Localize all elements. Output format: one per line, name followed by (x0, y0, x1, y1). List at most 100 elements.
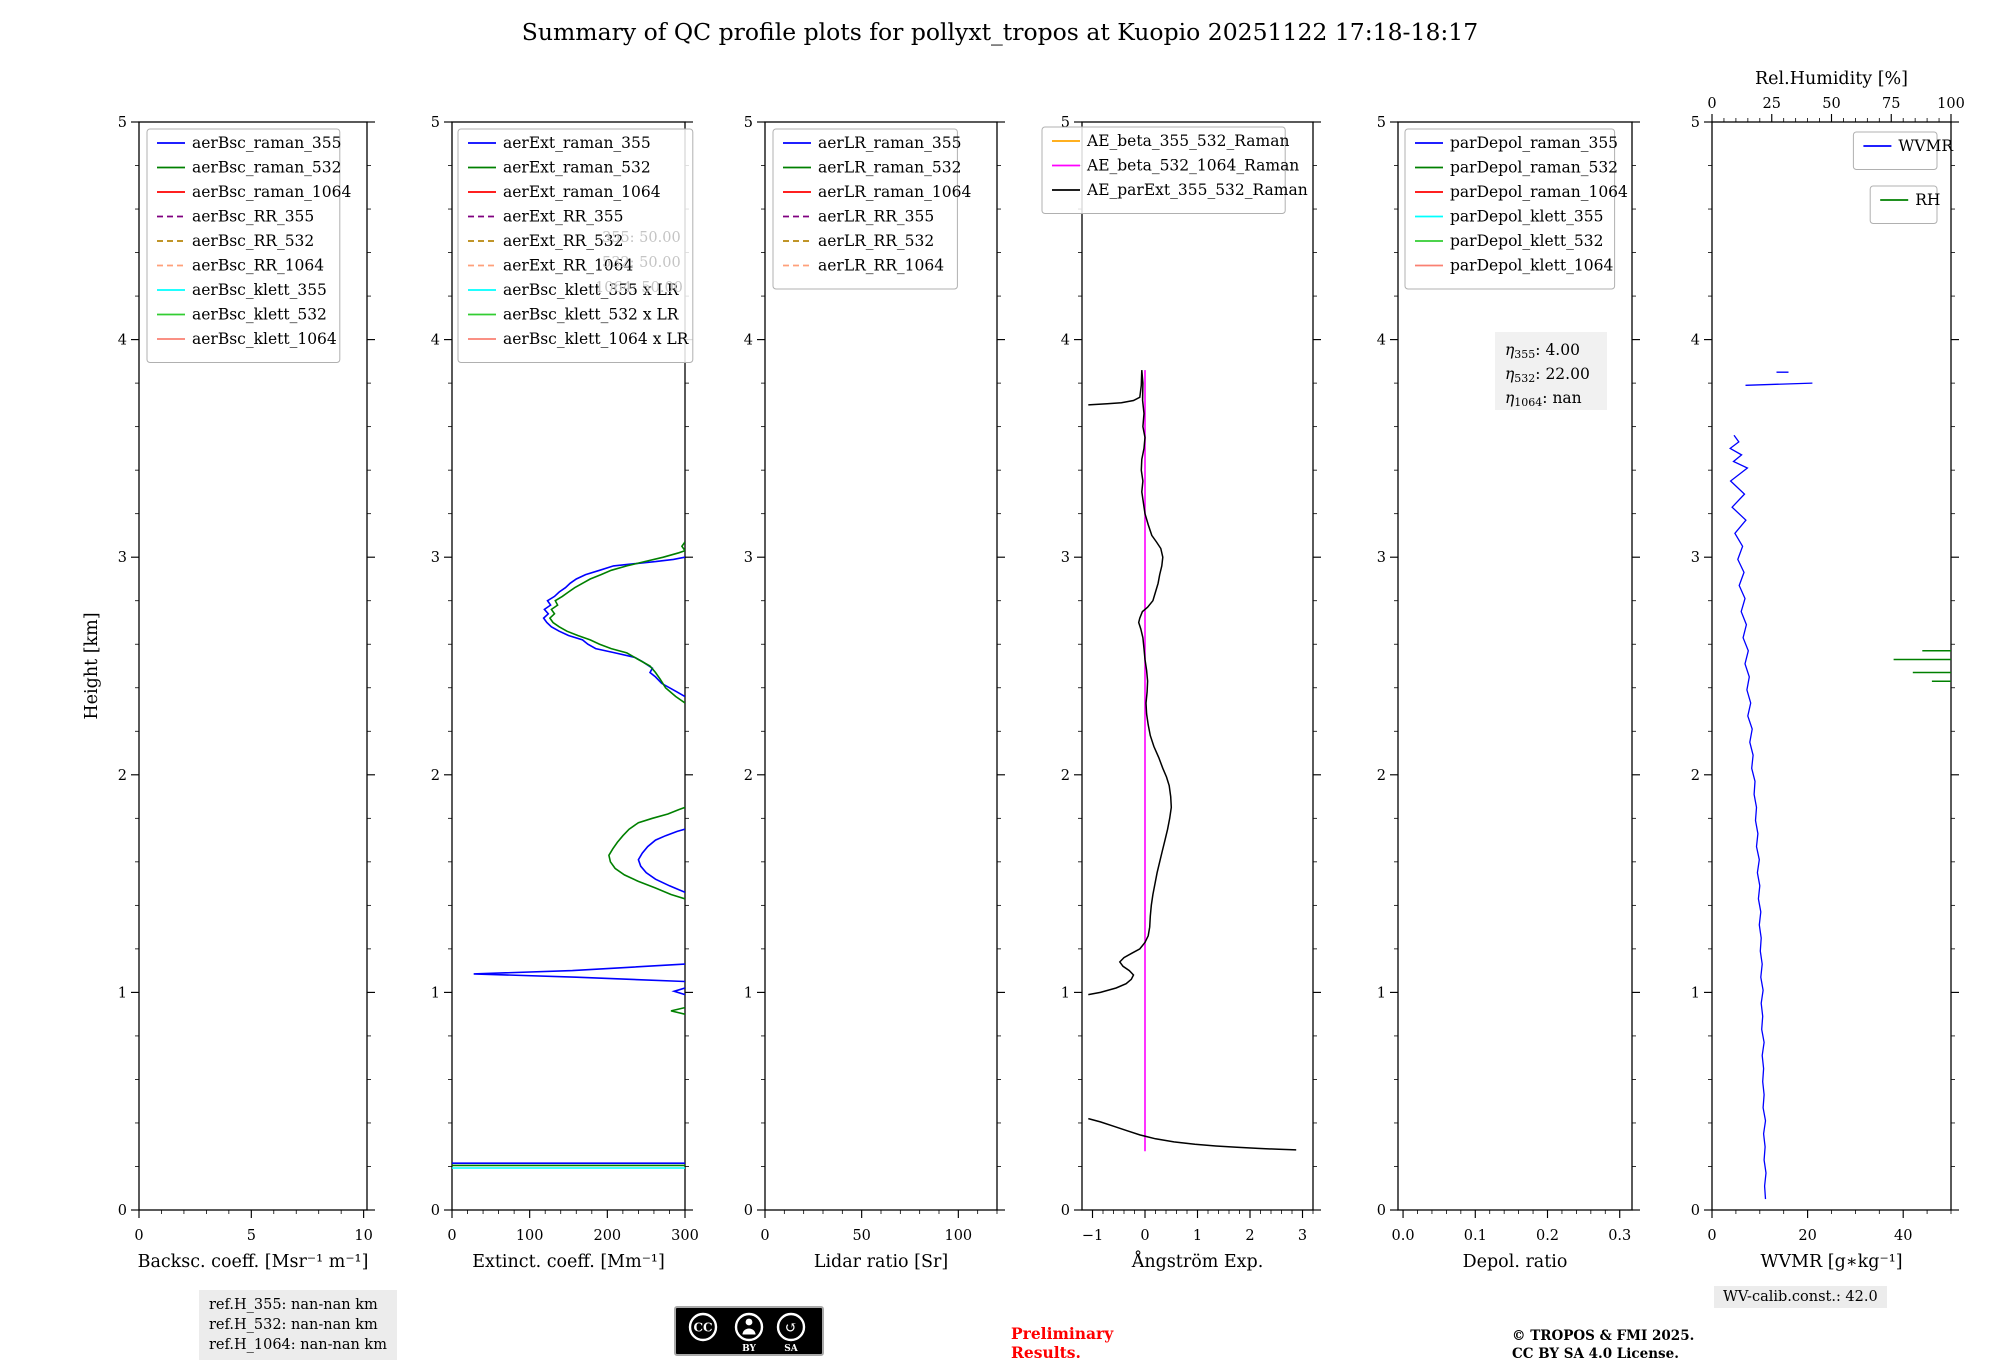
svg-text:0.2: 0.2 (1536, 1228, 1559, 1244)
legend-box (1404, 128, 1616, 290)
axes-frame (451, 121, 686, 1211)
legend-box (1852, 131, 1938, 170)
svg-text:5: 5 (431, 115, 440, 131)
legend-label: aerBsc_klett_532 (192, 306, 327, 324)
axes-frame (1711, 121, 1952, 1211)
legend-label: aerBsc_RR_532 (192, 232, 314, 250)
svg-text:5: 5 (744, 115, 753, 131)
svg-text:0: 0 (1140, 1228, 1149, 1244)
legend-label: aerBsc_RR_1064 (192, 257, 324, 275)
legend-label: aerExt_RR_532 (503, 232, 624, 250)
share-alike-arrow-icon: ↺ (785, 1319, 798, 1337)
person-body-icon (742, 1328, 756, 1335)
legend-label: aerBsc_raman_532 (192, 159, 342, 177)
svg-text:1: 1 (431, 985, 440, 1001)
legend-label: WVMR (1898, 137, 1954, 155)
eta-annotation-box (1495, 332, 1607, 410)
svg-text:0: 0 (431, 1203, 440, 1219)
svg-text:300: 300 (671, 1228, 699, 1244)
preliminary-note: Preliminary Results. (1011, 1324, 1113, 1363)
minor-ticks (1078, 165, 1317, 1214)
svg-text:40: 40 (1894, 1228, 1912, 1244)
legend: WVMR (1852, 131, 1954, 170)
ref-h-532: ref.H_532: nan-nan km (209, 1317, 378, 1333)
svg-text:3: 3 (1061, 550, 1070, 566)
legend-label: parDepol_raman_355 (1450, 134, 1618, 152)
svg-text:0: 0 (760, 1228, 769, 1244)
axes-frame (138, 121, 368, 1211)
eta-line-355: η355: 4.00 (1505, 341, 1580, 361)
svg-text:0: 0 (447, 1228, 456, 1244)
tick-labels: 0 1 2 3 4 5 0 5 10 (118, 115, 373, 1244)
axes-frame (1081, 121, 1314, 1211)
reference-height-box: ref.H_355: nan-nan km ref.H_532: nan-nan… (199, 1290, 397, 1360)
svg-text:50: 50 (852, 1228, 870, 1244)
ref-h-355: ref.H_355: nan-nan km (209, 1297, 378, 1313)
legend: aerLR_raman_355 aerLR_raman_532 aerLR_rama… (772, 128, 971, 290)
legend-label: aerBsc_raman_1064 (192, 183, 352, 201)
svg-text:20: 20 (1798, 1228, 1816, 1244)
legend-label: aerExt_raman_1064 (503, 183, 661, 201)
svg-text:1: 1 (1193, 1228, 1202, 1244)
minor-ticks (1394, 165, 1636, 1214)
minor-ticks (135, 165, 371, 1214)
major-ticks (757, 121, 1005, 1218)
svg-text:2: 2 (1061, 768, 1070, 784)
svg-text:100: 100 (1937, 96, 1965, 112)
legend-label: parDepol_klett_355 (1450, 208, 1603, 226)
x-axis-label: Extinct. coeff. [Mm⁻¹] (472, 1252, 665, 1272)
svg-text:0: 0 (134, 1228, 143, 1244)
svg-text:200: 200 (593, 1228, 621, 1244)
svg-text:0.3: 0.3 (1608, 1228, 1631, 1244)
svg-text:3: 3 (1377, 550, 1386, 566)
copyright-note: © TROPOS & FMI 2025. CC BY SA 4.0 Licens… (1512, 1328, 1694, 1363)
legend-label: aerBsc_klett_1064 x LR (503, 330, 690, 348)
svg-text:1: 1 (118, 985, 127, 1001)
svg-text:3: 3 (744, 550, 753, 566)
legend-label: aerLR_RR_532 (818, 232, 934, 250)
svg-text:4: 4 (1061, 333, 1070, 349)
legend-label: parDepol_klett_532 (1450, 232, 1603, 250)
figure-title: Summary of QC profile plots for pollyxt_… (521, 18, 1479, 46)
svg-text:0.1: 0.1 (1464, 1228, 1487, 1244)
svg-text:4: 4 (431, 333, 440, 349)
tick-labels: 0 1 2 3 4 5 −1 0 1 2 3 (1061, 115, 1307, 1244)
by-icon (734, 1312, 764, 1342)
legend-label: AE_beta_355_532_Raman (1086, 132, 1289, 150)
eta-line-532: η532: 22.00 (1505, 365, 1590, 385)
panel-extinction: 0 1 2 3 4 5 0 100 200 300 Extinct. coeff. [Mm⁻¹] ae… (431, 115, 699, 1272)
eta-line-1064: η1064: nan (1505, 389, 1582, 409)
legend: parDepol_raman_355 parDepol_raman_532 parD… (1404, 128, 1628, 290)
legend-box (1869, 185, 1938, 224)
legend-label: aerBsc_raman_355 (192, 134, 342, 152)
major-ticks (1074, 121, 1321, 1218)
svg-text:0: 0 (1691, 1203, 1700, 1219)
legend-label: aerBsc_klett_532 x LR (503, 306, 680, 324)
legend-label: aerLR_raman_1064 (818, 183, 971, 201)
svg-text:2: 2 (1377, 768, 1386, 784)
series-aerExt_raman_355 (452, 556, 685, 1164)
x-axis-label: WVMR [g∗kg⁻¹] (1760, 1252, 1902, 1272)
svg-text:2: 2 (118, 768, 127, 784)
legend-label: aerLR_RR_1064 (818, 257, 944, 275)
legend-label: aerBsc_RR_355 (192, 208, 314, 226)
svg-text:4: 4 (744, 333, 753, 349)
svg-text:2: 2 (744, 768, 753, 784)
x-axis-label: Depol. ratio (1463, 1252, 1568, 1272)
svg-text:2: 2 (1691, 768, 1700, 784)
legend-label: parDepol_raman_1064 (1450, 183, 1628, 201)
svg-text:5: 5 (1691, 115, 1700, 131)
legend-box (772, 128, 958, 290)
legend-box (457, 128, 694, 363)
svg-text:5: 5 (1377, 115, 1386, 131)
legend-box (146, 128, 341, 363)
copyright-line1: © TROPOS & FMI 2025. (1512, 1328, 1695, 1344)
tick-labels: 0 1 2 3 4 5 0 100 200 300 (431, 115, 699, 1244)
legend-label: parDepol_klett_1064 (1450, 257, 1613, 275)
panel-angstroem: 0 1 2 3 4 5 −1 0 1 2 3 Ångström Exp. AE_beta_355_532… (1041, 115, 1321, 1272)
legend-label: aerBsc_klett_355 (192, 281, 327, 299)
cc-icon-label: CC (693, 1321, 712, 1335)
